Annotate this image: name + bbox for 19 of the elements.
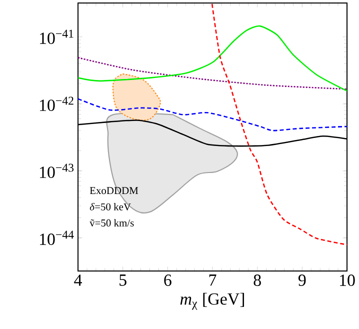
x-tick-label: 4 [74, 274, 82, 286]
line-series [78, 56, 348, 90]
y-tick-label: 10$^{−44}$ [40, 230, 74, 245]
annotation: ExoDDDM [90, 187, 138, 194]
line-series [211, 3, 348, 246]
x-tick-label: 10 [340, 274, 355, 286]
x-tick-label: 5 [120, 274, 126, 286]
line-series [78, 98, 348, 132]
x-tick-label: 8 [254, 274, 261, 286]
y-tick-label: 10$^{−42}$ [40, 96, 74, 112]
x-tick-label: 9 [298, 274, 306, 286]
annotation: ṽ=50 km/s [90, 219, 134, 226]
x-axis-title: m$_{χ}$ [GeV] [180, 292, 244, 310]
y-tick-label: 10$^{−41}$ [40, 30, 74, 44]
x-tick-label: 6 [164, 274, 172, 286]
x-tick-label: 7 [209, 274, 216, 286]
annotation: δ=50 keV [90, 202, 131, 210]
y-tick-label: 10$^{−43}$ [40, 164, 74, 178]
line-series [78, 25, 348, 92]
